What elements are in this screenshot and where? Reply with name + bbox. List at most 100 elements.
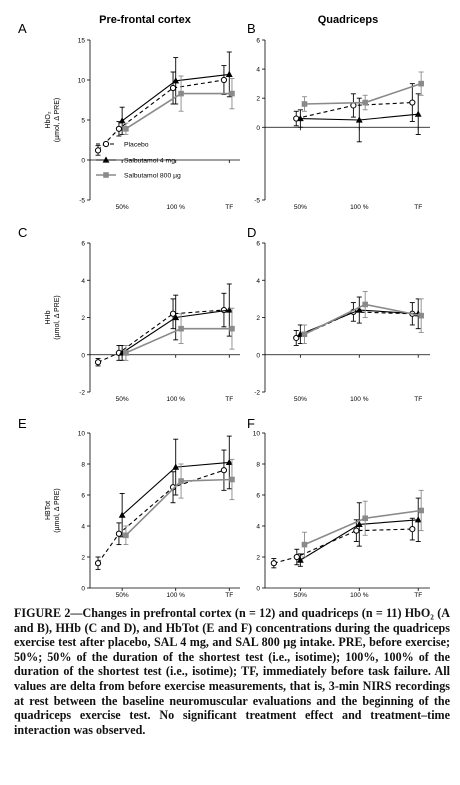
legend-label-sal4: Salbutamol 4 mg [124,158,175,165]
series-salbutamol-800ug [123,458,235,546]
col-title-prefrontal: Pre-frontal cortex [99,14,192,26]
y-tick-label: -5 [254,198,260,205]
panel-letter-b: B [247,21,256,36]
y-tick-label: 0 [81,352,85,359]
x-tick-label: 50% [294,592,307,599]
data-point [355,306,363,313]
series-placebo [94,449,228,570]
series-placebo [94,292,228,367]
series-salbutamol-4mg [296,93,422,143]
data-point [94,359,102,366]
x-tick-label: 100 % [166,592,185,599]
data-point [94,560,102,567]
y-tick-label: 10 [78,431,86,438]
data-point [355,520,363,528]
y-tick-label: 4 [256,67,260,74]
y-tick-label: 4 [81,524,85,531]
data-point [409,99,416,106]
data-point [178,478,184,484]
x-tick-label: 100 % [350,396,369,403]
y-tick-label: 0 [256,586,260,593]
x-tick-label: 100 % [350,204,369,211]
legend-marker-sal4 [102,156,110,163]
y-tick-label: 5 [81,118,85,125]
panel-letter-a: A [18,21,27,36]
data-point [229,90,235,97]
data-point [409,526,416,533]
figure-panels: Pre-frontal cortex Quadriceps A -5 0 5 10 15 5… [18,14,430,599]
y-tick-label: 6 [256,493,260,500]
data-point [414,110,422,117]
data-point [178,325,184,332]
x-tick-label: TF [414,396,422,403]
data-point [220,76,228,84]
panel-letter-e: E [18,416,27,431]
y-tick-label: 6 [81,493,85,500]
data-point [355,116,363,123]
data-point [293,553,300,561]
y-tick-label: 15 [78,38,86,45]
data-point [169,84,177,92]
data-point [418,312,424,319]
figure-caption: FIGURE 2—Changes in prefrontal cortex (n… [14,606,450,737]
data-point [362,99,368,106]
series-placebo [94,65,228,156]
y-axis-label: HHb [45,310,52,324]
panel-letter-c: C [18,225,27,240]
data-point [225,70,233,77]
data-point [178,90,184,97]
y-tick-label: 0 [81,158,85,165]
data-point [418,507,424,514]
series-line [125,327,232,354]
y-tick-label: 8 [81,462,85,469]
data-point [172,77,180,84]
chart-panel-b: B -5 0 2 4 6 50% 100 % TF [247,21,430,211]
data-point [94,147,102,154]
data-point [296,556,304,563]
series-salbutamol-4mg [296,296,422,345]
series-salbutamol-800ug [301,71,424,112]
y-axis-label: HbO₂ [45,111,52,128]
data-point [172,313,180,321]
chart-panel-d: D -2 0 2 4 6 50% 100 % TF [247,225,430,403]
y-tick-label: -2 [254,390,260,397]
chart-panel-c: C -2 0 2 4 6 50% 100 % TF HHb (µmol, Δ PRE) [18,225,240,403]
x-tick-label: 100 % [166,396,185,403]
series-placebo [270,517,416,569]
x-tick-label: TF [225,396,233,403]
col-title-quadriceps: Quadriceps [318,14,379,26]
series-salbutamol-800ug [301,489,424,558]
data-point [362,515,368,522]
legend: Placebo Salbutamol 4 mg Salbutamol 800 µg [96,140,181,180]
data-point [229,476,235,483]
x-tick-label: 50% [294,204,307,211]
y-axis-label-units: (µmol, Δ PRE) [54,488,61,533]
y-tick-label: 2 [81,315,85,322]
y-tick-label: 4 [256,524,260,531]
y-tick-label: 10 [253,431,261,438]
data-point [301,101,308,107]
data-point [123,532,129,539]
legend-marker-placebo [102,140,110,148]
data-point [414,516,422,523]
y-tick-label: 6 [81,241,85,248]
y-tick-label: 0 [256,352,260,359]
x-tick-label: TF [225,204,233,211]
data-point [220,467,228,474]
y-tick-label: 2 [81,555,85,562]
series-line [296,311,413,339]
data-point [123,126,129,132]
data-point [353,527,360,534]
panel-letter-f: F [247,416,255,431]
y-tick-label: 2 [256,555,260,562]
x-tick-label: 50% [294,396,307,403]
series-line [125,478,232,536]
x-tick-label: TF [414,592,422,599]
data-point [301,541,308,548]
data-point [362,301,368,308]
series-line [304,303,422,335]
y-axis-label-units: (µmol, Δ PRE) [54,98,61,143]
data-point [225,306,233,313]
x-tick-label: 100 % [350,592,369,599]
